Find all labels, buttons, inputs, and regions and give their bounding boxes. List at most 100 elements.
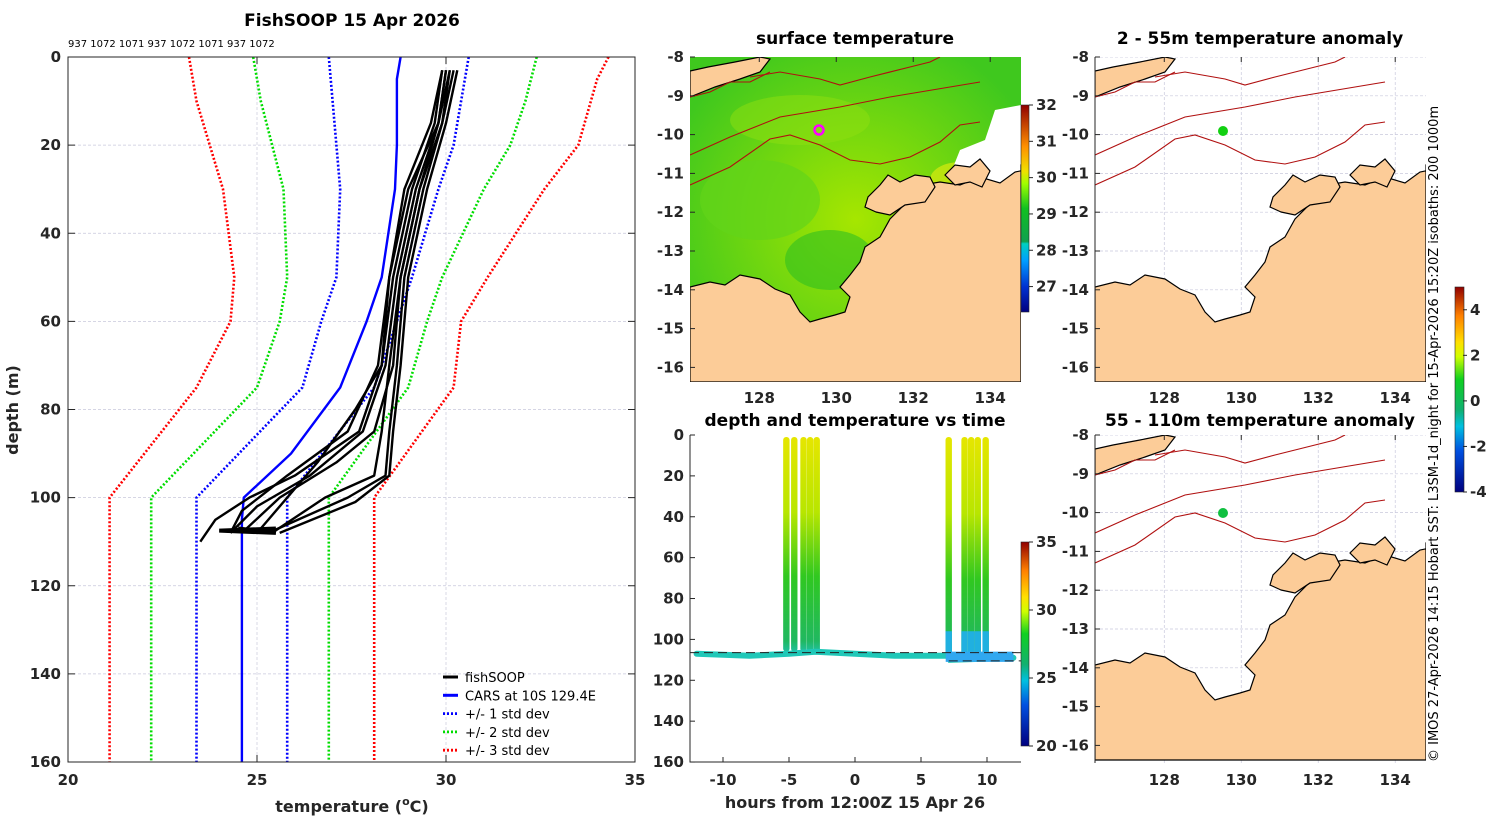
- lon-tick-label: 128: [744, 389, 775, 407]
- land-mass: [864, 174, 936, 216]
- cast-column-cold-base: [945, 631, 952, 656]
- cast-column: [961, 437, 968, 656]
- legend-label: +/- 2 std dev: [465, 726, 550, 741]
- cast-column: [806, 437, 814, 652]
- x-tick-label: 30: [436, 771, 457, 789]
- cast-column: [783, 437, 790, 652]
- colorbar-tick-label: 2: [1470, 346, 1480, 364]
- cast-columns: [783, 437, 989, 656]
- anomaly-55-110m-map: 55 - 110m temperature anomaly 128 130 132 1…: [1062, 411, 1426, 789]
- surface-map-title: surface temperature: [756, 29, 954, 49]
- cast-column: [974, 437, 981, 656]
- lon-tick-label: 130: [1226, 771, 1257, 789]
- lon-tick-label: 134: [1380, 771, 1411, 789]
- colorbar-tick-label: 0: [1470, 392, 1480, 410]
- std-band-minus1: [195, 56, 342, 762]
- lat-tick-label: -8: [1072, 426, 1089, 444]
- fishsoop-profile: [229, 70, 448, 534]
- lat-tick-label: -12: [1062, 581, 1089, 599]
- lon-tick-label: 128: [1149, 389, 1180, 407]
- y-tick-label: 120: [30, 577, 61, 595]
- hour-tick-label: 5: [916, 771, 926, 789]
- cast-column: [791, 437, 798, 652]
- lon-tick-label: 132: [898, 389, 929, 407]
- fishsoop-profile: [259, 69, 444, 530]
- fishsoop-profiles: [199, 69, 459, 543]
- y-tick-label: 40: [40, 224, 61, 242]
- land-mass: [944, 158, 991, 188]
- profile-ylabel: depth (m): [3, 365, 22, 455]
- fishsoop-profile: [241, 69, 451, 534]
- depth-tick-label: 120: [653, 671, 684, 689]
- cast-column: [982, 437, 989, 656]
- anomaly-2-55-title: 2 - 55m temperature anomaly: [1117, 29, 1403, 49]
- surface-temperature-map: surface temperature 128 130 132 134 -8 -9 -10 -…: [657, 29, 1057, 407]
- lat-tick-label: -8: [667, 48, 684, 66]
- isobath-line: [1095, 71, 1176, 98]
- cast-column: [813, 437, 820, 652]
- sst-patch: [730, 95, 870, 145]
- anomaly-marker: [1218, 508, 1228, 518]
- x-tick-label: 20: [58, 771, 79, 789]
- y-tick-label: 80: [40, 401, 61, 419]
- depth-time-xticks: -10 -5 0 5 10: [709, 757, 997, 789]
- isobath-line: [1095, 449, 1176, 476]
- depth-time-colorbar-ticks: 20 25 30 35: [1029, 533, 1057, 755]
- credit-text: © IMOS 27-Apr-2026 14:15 Hobart SST: L3S…: [1427, 106, 1442, 762]
- lat-tick-label: -16: [1062, 358, 1089, 376]
- profile-xlabel: temperature (oC): [275, 795, 428, 816]
- land-mass: [1349, 536, 1396, 566]
- std-band-minus2: [149, 56, 289, 762]
- y-tick-label: 160: [30, 753, 61, 771]
- cast-column-cold-base: [974, 631, 981, 656]
- isobath-line: [690, 71, 771, 98]
- lat-tick-label: -8: [1072, 48, 1089, 66]
- colorbar-tick-label: 35: [1036, 533, 1057, 551]
- std-band-minus3: [108, 56, 236, 762]
- isobath-line: [1154, 435, 1346, 464]
- anomaly-55-110-ticks: 128 130 132 134 -8 -9 -10 -11 -12 -13 -14 -15 -16: [1062, 426, 1411, 789]
- colorbar-tick-label: 30: [1036, 169, 1057, 187]
- y-tick-label: 0: [51, 48, 61, 66]
- land-mass: [690, 164, 1021, 382]
- anomaly-2-55m-map: 2 - 55m temperature anomaly 128 130 132 134…: [1062, 29, 1426, 407]
- isobath-line: [1095, 499, 1386, 564]
- land-mass: [1095, 542, 1426, 761]
- land: [690, 57, 1021, 382]
- anomaly-colorbar: [1454, 286, 1465, 493]
- depth-time-colorbar: [1020, 541, 1030, 747]
- lon-tick-label: 134: [975, 389, 1006, 407]
- x-tick-label: 25: [247, 771, 268, 789]
- profile-title: FishSOOP 15 Apr 2026: [244, 11, 460, 31]
- lat-tick-label: -10: [657, 126, 684, 144]
- lat-tick-label: -11: [1062, 542, 1089, 560]
- depth-tick-label: 60: [663, 549, 684, 567]
- sst-colorbar: [1020, 104, 1030, 313]
- isobath-line: [690, 121, 981, 186]
- lat-tick-label: -14: [657, 281, 684, 299]
- land-mass: [1269, 174, 1341, 216]
- bottom-track: [690, 648, 1021, 663]
- fishsoop-profile: [229, 70, 448, 534]
- surface-map-ticks: 128 130 132 134 -8 -9 -10 -11 -12 -13 -14 -15 -16: [657, 48, 1006, 407]
- hour-tick-label: -5: [781, 771, 798, 789]
- lat-tick-label: -14: [1062, 281, 1089, 299]
- lat-tick-label: -10: [1062, 126, 1089, 144]
- profile-yticks: 0 20 40 60 80 100 120 140 160: [30, 48, 635, 771]
- land: [1095, 435, 1426, 761]
- cast-column-cold-base: [967, 631, 975, 656]
- lat-tick-label: -13: [1062, 242, 1089, 260]
- lat-tick-label: -9: [1072, 465, 1089, 483]
- lon-tick-label: 132: [1303, 389, 1334, 407]
- lon-tick-label: 132: [1303, 771, 1334, 789]
- profile-subtitle: 937 1072 1071 937 1072 1071 937 1072: [68, 39, 275, 50]
- isobath-line: [690, 81, 981, 156]
- colorbar-tick-label: 28: [1036, 241, 1057, 259]
- sst-colorbar-ticks: 27 28 29 30 31 32: [1029, 96, 1057, 296]
- fishsoop-profile: [271, 70, 451, 534]
- cast-column: [967, 437, 975, 656]
- legend-label: CARS at 10S 129.4E: [465, 689, 596, 704]
- lon-tick-label: 130: [821, 389, 852, 407]
- y-tick-label: 140: [30, 665, 61, 683]
- colorbar-tick-label: 31: [1036, 132, 1057, 150]
